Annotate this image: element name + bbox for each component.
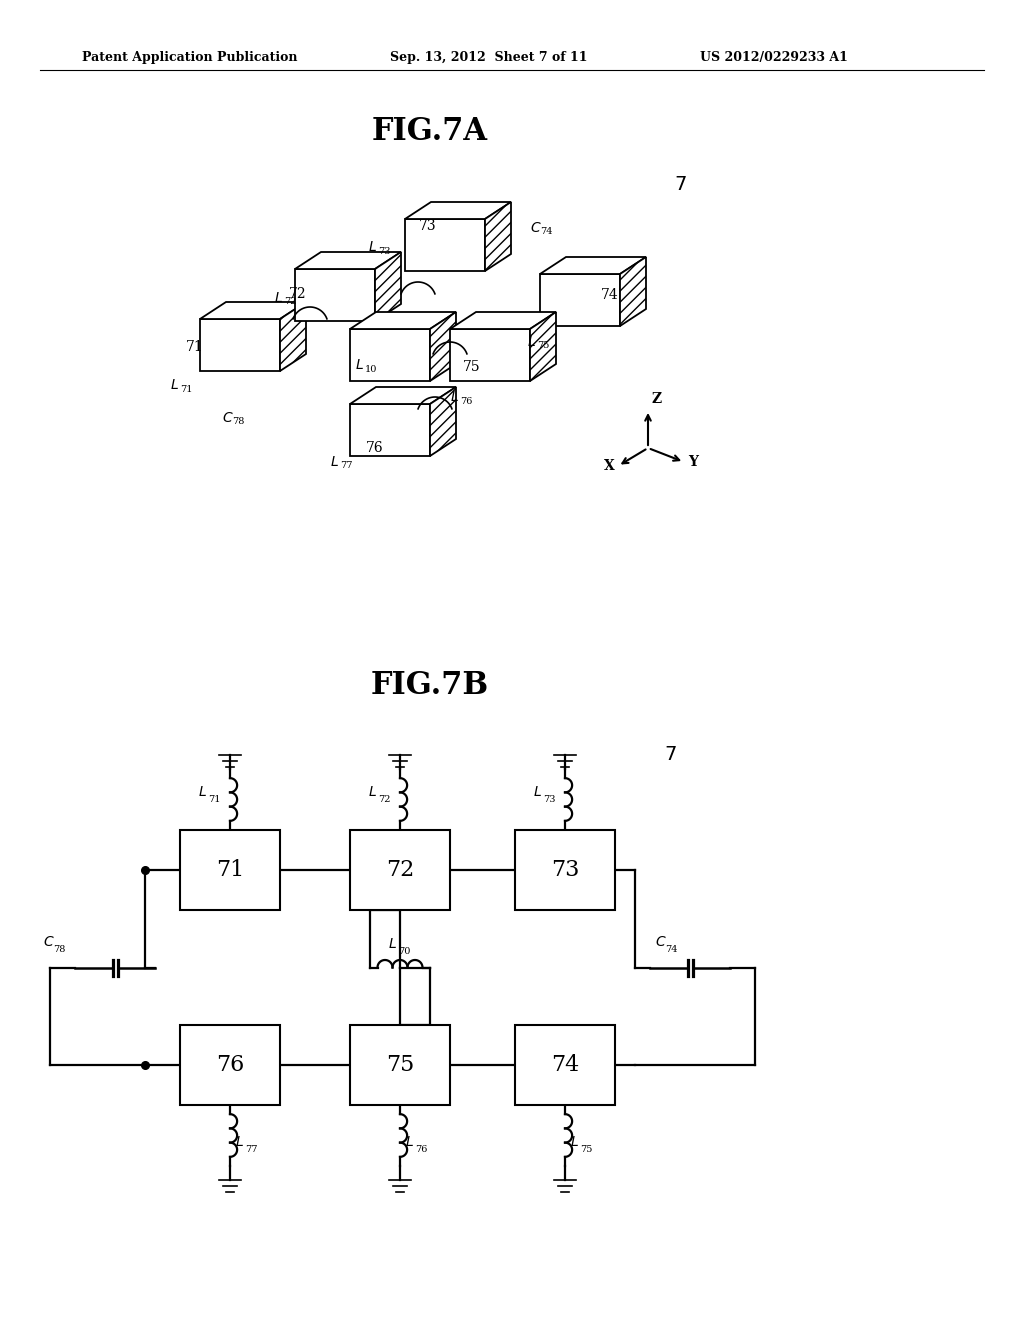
- Polygon shape: [295, 269, 375, 321]
- Text: $C$: $C$: [222, 411, 233, 425]
- Polygon shape: [200, 302, 306, 319]
- Text: $L$: $L$: [198, 785, 207, 799]
- Text: US 2012/0229233 A1: US 2012/0229233 A1: [700, 51, 848, 65]
- Text: $L$: $L$: [368, 785, 377, 799]
- Text: 77: 77: [245, 1146, 257, 1154]
- Polygon shape: [530, 312, 556, 381]
- Text: 78: 78: [232, 417, 245, 426]
- Text: $L$: $L$: [388, 936, 397, 950]
- Polygon shape: [180, 830, 280, 909]
- Polygon shape: [620, 257, 646, 326]
- Polygon shape: [180, 1026, 280, 1105]
- Polygon shape: [350, 329, 430, 381]
- Polygon shape: [430, 387, 456, 455]
- Text: $L$: $L$: [274, 290, 283, 305]
- Text: 76: 76: [415, 1146, 427, 1154]
- Text: $C$: $C$: [530, 220, 542, 235]
- Polygon shape: [200, 319, 280, 371]
- Text: 72: 72: [386, 859, 414, 880]
- Text: $L$: $L$: [234, 1135, 244, 1150]
- Text: $L$: $L$: [570, 1135, 579, 1150]
- Polygon shape: [430, 312, 456, 381]
- Text: 71: 71: [216, 859, 244, 880]
- Text: $L$: $L$: [170, 378, 179, 392]
- Text: $\it{7}$: $\it{7}$: [674, 176, 686, 194]
- Polygon shape: [540, 257, 646, 275]
- Text: 74: 74: [601, 288, 618, 302]
- Text: $C$: $C$: [655, 935, 667, 949]
- Text: 78: 78: [53, 945, 66, 954]
- Polygon shape: [450, 329, 530, 381]
- Text: 75: 75: [386, 1053, 414, 1076]
- Text: $L$: $L$: [330, 455, 339, 469]
- Text: 71: 71: [186, 341, 204, 354]
- Text: $L$: $L$: [368, 240, 377, 253]
- Polygon shape: [350, 404, 430, 455]
- Text: $L$: $L$: [406, 1135, 414, 1150]
- Text: X: X: [604, 459, 614, 473]
- Text: 73: 73: [543, 795, 555, 804]
- Text: 70: 70: [398, 948, 411, 957]
- Polygon shape: [350, 387, 456, 404]
- Text: FIG.7A: FIG.7A: [372, 116, 488, 148]
- Text: 74: 74: [551, 1053, 580, 1076]
- Text: $L$: $L$: [527, 335, 536, 348]
- Text: 73: 73: [419, 219, 437, 234]
- Text: 77: 77: [340, 462, 352, 470]
- Text: 76: 76: [367, 441, 384, 455]
- Text: 75: 75: [537, 342, 549, 351]
- Text: 75: 75: [580, 1146, 592, 1154]
- Text: $L$: $L$: [450, 389, 459, 404]
- Text: 72: 72: [284, 297, 297, 306]
- Text: 71: 71: [180, 384, 193, 393]
- Text: Y: Y: [688, 455, 698, 469]
- Polygon shape: [485, 202, 511, 271]
- Polygon shape: [280, 302, 306, 371]
- Text: Z: Z: [651, 392, 662, 407]
- Text: Patent Application Publication: Patent Application Publication: [82, 51, 298, 65]
- Text: 74: 74: [540, 227, 553, 236]
- Text: 72: 72: [378, 795, 390, 804]
- Text: $\it{7}$: $\it{7}$: [664, 746, 677, 764]
- Polygon shape: [350, 830, 450, 909]
- Text: $L$: $L$: [355, 358, 364, 372]
- Text: $C$: $C$: [43, 935, 54, 949]
- Polygon shape: [375, 252, 401, 321]
- Text: 76: 76: [216, 1053, 244, 1076]
- Text: 10: 10: [365, 364, 378, 374]
- Text: 75: 75: [463, 360, 481, 374]
- Polygon shape: [540, 275, 620, 326]
- Polygon shape: [350, 1026, 450, 1105]
- Polygon shape: [406, 219, 485, 271]
- Polygon shape: [450, 312, 556, 329]
- Text: FIG.7B: FIG.7B: [371, 669, 489, 701]
- Text: $L$: $L$: [534, 785, 542, 799]
- Text: 72: 72: [289, 286, 307, 301]
- Polygon shape: [350, 312, 456, 329]
- Polygon shape: [406, 202, 511, 219]
- Text: Sep. 13, 2012  Sheet 7 of 11: Sep. 13, 2012 Sheet 7 of 11: [390, 51, 588, 65]
- Text: 71: 71: [208, 795, 220, 804]
- Text: 74: 74: [665, 945, 678, 954]
- Text: 76: 76: [460, 396, 472, 405]
- Polygon shape: [515, 830, 615, 909]
- Polygon shape: [515, 1026, 615, 1105]
- Polygon shape: [295, 252, 401, 269]
- Text: 73: 73: [378, 247, 390, 256]
- Text: 73: 73: [551, 859, 580, 880]
